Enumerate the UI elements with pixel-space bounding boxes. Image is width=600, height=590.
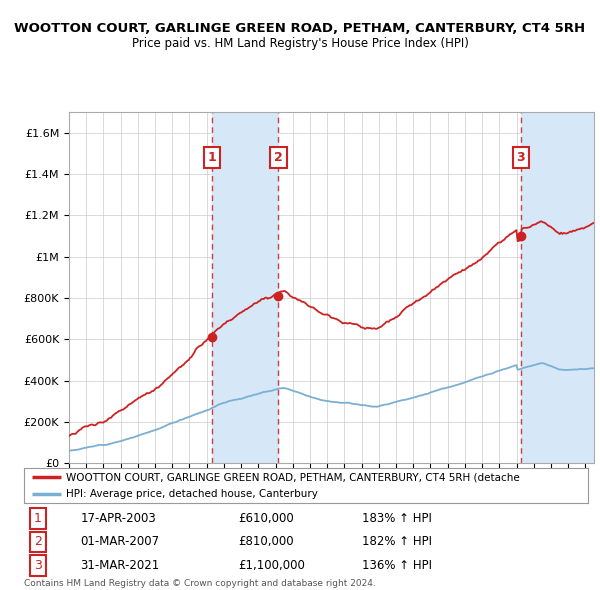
Text: 1: 1 bbox=[208, 151, 216, 164]
Text: 1: 1 bbox=[34, 512, 42, 525]
Bar bbox=[521, 112, 594, 463]
Text: £1,100,000: £1,100,000 bbox=[238, 559, 305, 572]
Text: 3: 3 bbox=[34, 559, 42, 572]
Text: 01-MAR-2007: 01-MAR-2007 bbox=[80, 535, 160, 549]
Text: WOOTTON COURT, GARLINGE GREEN ROAD, PETHAM, CANTERBURY, CT4 5RH (detache: WOOTTON COURT, GARLINGE GREEN ROAD, PETH… bbox=[66, 472, 520, 482]
Text: HPI: Average price, detached house, Canterbury: HPI: Average price, detached house, Cant… bbox=[66, 489, 318, 499]
Text: Price paid vs. HM Land Registry's House Price Index (HPI): Price paid vs. HM Land Registry's House … bbox=[131, 37, 469, 50]
Bar bbox=[212, 112, 278, 463]
Text: WOOTTON COURT, GARLINGE GREEN ROAD, PETHAM, CANTERBURY, CT4 5RH: WOOTTON COURT, GARLINGE GREEN ROAD, PETH… bbox=[14, 22, 586, 35]
Text: 3: 3 bbox=[517, 151, 525, 164]
Text: Contains HM Land Registry data © Crown copyright and database right 2024.: Contains HM Land Registry data © Crown c… bbox=[24, 579, 376, 588]
Text: 31-MAR-2021: 31-MAR-2021 bbox=[80, 559, 160, 572]
Text: 136% ↑ HPI: 136% ↑ HPI bbox=[362, 559, 433, 572]
Text: 2: 2 bbox=[274, 151, 283, 164]
Text: 183% ↑ HPI: 183% ↑ HPI bbox=[362, 512, 432, 525]
Text: £810,000: £810,000 bbox=[238, 535, 294, 549]
Text: 2: 2 bbox=[34, 535, 42, 549]
Text: £610,000: £610,000 bbox=[238, 512, 294, 525]
Text: 17-APR-2003: 17-APR-2003 bbox=[80, 512, 156, 525]
Text: 182% ↑ HPI: 182% ↑ HPI bbox=[362, 535, 433, 549]
